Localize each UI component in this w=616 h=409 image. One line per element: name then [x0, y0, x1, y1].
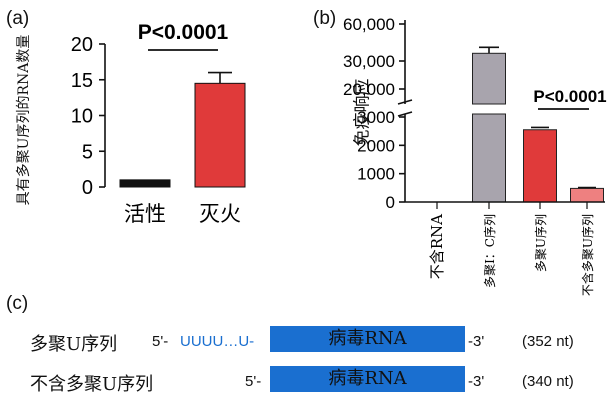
seq-row-polyu-5prime: 5'- [152, 333, 169, 350]
chart-a-bar-1 [119, 179, 171, 188]
chart-a-pvalue: P<0.0001 [138, 21, 229, 44]
chart-b-ytick-label: 60,000 [343, 15, 395, 34]
chart-a-ytick-label: 20 [71, 34, 93, 56]
seq-row-nopolyu-3prime: -3' [468, 373, 485, 390]
chart-b-ytick-label: 30,000 [343, 52, 395, 71]
chart-b-category-label: 不含多聚U序列 [580, 214, 595, 296]
panel-c-label: (c) [6, 293, 29, 314]
seq-row-polyu-3prime: -3' [468, 333, 485, 350]
chart-b-category-label: 不含RNA [428, 214, 446, 279]
seq-row-nopolyu-length: (340 nt) [522, 373, 574, 390]
panel-a-label: (a) [6, 8, 30, 29]
chart-a-ytick-label: 5 [82, 141, 93, 163]
chart-b-ytick-label: 3000 [357, 108, 395, 127]
chart-a: 0 5 10 15 20 活性 灭火 P<0.0001 [71, 21, 246, 226]
chart-b-ytick-label: 2000 [357, 136, 395, 155]
chart-b-ytick-label: 20,000 [343, 80, 395, 99]
seq-row-polyu-rna-box: 病毒RNA [270, 326, 465, 352]
chart-b: 0 1000 2000 3000 20,000 30,000 60,000 不含RNA 多聚I：… [343, 15, 607, 296]
chart-b-bar-2-lower [472, 113, 506, 203]
chart-a-ytick-label: 0 [82, 177, 93, 199]
seq-row-nopolyu-rna-box: 病毒RNA [270, 366, 465, 392]
chart-a-category-label: 灭火 [199, 202, 241, 226]
panel-b-label: (b) [313, 8, 337, 29]
chart-b-category-label: 多聚I：C序列 [482, 214, 497, 288]
seq-row-nopolyu-name: 不含多聚U序列 [30, 374, 154, 395]
chart-b-axis-break-mark [397, 99, 413, 105]
seq-row-polyu-name: 多聚U序列 [30, 334, 118, 355]
chart-a-ytick-label: 15 [71, 70, 93, 92]
chart-b-bar-2-upper [472, 52, 506, 105]
seq-row-nopolyu-5prime: 5'- [245, 373, 262, 390]
chart-b-ytick-label: 0 [386, 193, 395, 212]
chart-b-bar-3 [523, 129, 557, 203]
chart-b-category-label: 多聚U序列 [533, 214, 548, 272]
chart-b-bar-4 [570, 187, 604, 203]
chart-a-category-label: 活性 [124, 202, 166, 226]
chart-a-ylabel: 具有多聚U序列的RNA数量 [16, 34, 32, 206]
chart-b-ylabel: 免疫响应 [352, 78, 373, 147]
seq-row-polyu-length: (352 nt) [522, 333, 574, 350]
chart-b-axis-break-mark [397, 111, 413, 117]
seq-row-polyu-tail: UUUU…U- [180, 333, 255, 350]
chart-b-ytick-label: 1000 [357, 165, 395, 184]
chart-b-pvalue: P<0.0001 [533, 87, 606, 106]
chart-a-bar-2 [194, 82, 246, 188]
chart-a-ytick-label: 10 [71, 106, 93, 128]
